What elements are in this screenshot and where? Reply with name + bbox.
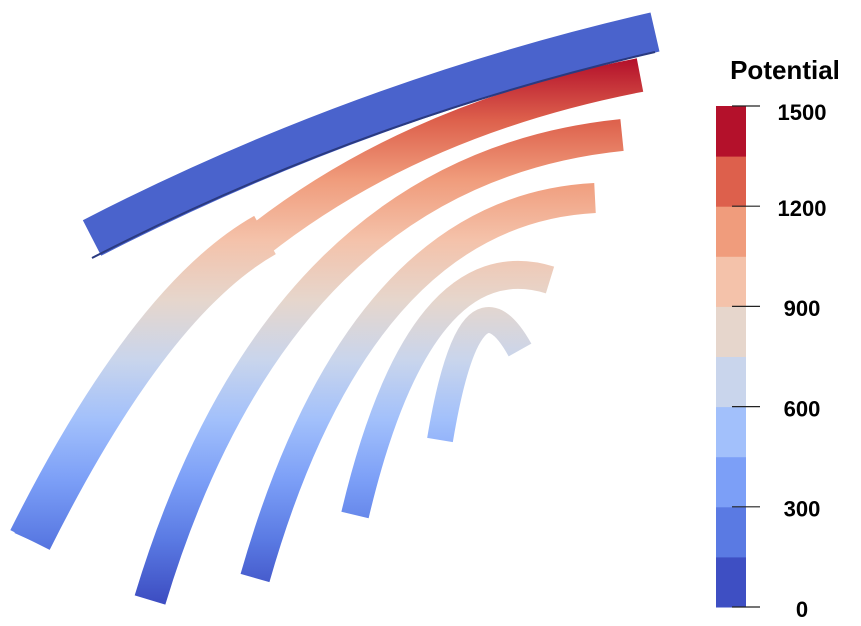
colorbar-band — [716, 356, 746, 408]
colorbar-tick-label: 0 — [796, 597, 808, 622]
colorbar-band — [716, 106, 746, 157]
colorbar-band — [716, 206, 746, 257]
mesh-beam — [427, 307, 532, 443]
colorbar-band — [716, 306, 746, 357]
mesh-beam — [134, 119, 624, 605]
colorbar-band — [716, 506, 746, 558]
colorbar-tick-label: 600 — [784, 396, 821, 421]
colorbar-band — [716, 556, 746, 608]
colorbar-band — [716, 156, 746, 207]
colorbar: 0 300 600 900 1200 1500 — [716, 100, 826, 622]
colorbar-band — [716, 406, 746, 458]
colorbar-title: Potential — [730, 55, 840, 85]
colorbar-tick-label: 1500 — [778, 100, 827, 125]
mesh-beam — [240, 183, 596, 583]
colorbar-band — [716, 256, 746, 307]
mesh-beam — [10, 215, 277, 550]
colorbar-tick-label: 900 — [784, 296, 821, 321]
mesh-beam — [82, 12, 660, 256]
mesh-model — [10, 12, 660, 605]
colorbar-tick-label: 1200 — [778, 196, 827, 221]
colorbar-tick-label: 300 — [784, 497, 821, 522]
mesh-beam — [341, 261, 555, 519]
mesh-edge — [91, 51, 656, 259]
colorbar-band — [716, 456, 746, 508]
